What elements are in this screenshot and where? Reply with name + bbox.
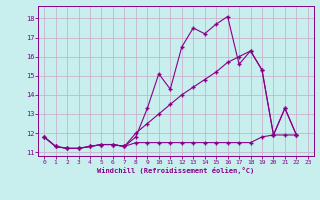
- X-axis label: Windchill (Refroidissement éolien,°C): Windchill (Refroidissement éolien,°C): [97, 167, 255, 174]
